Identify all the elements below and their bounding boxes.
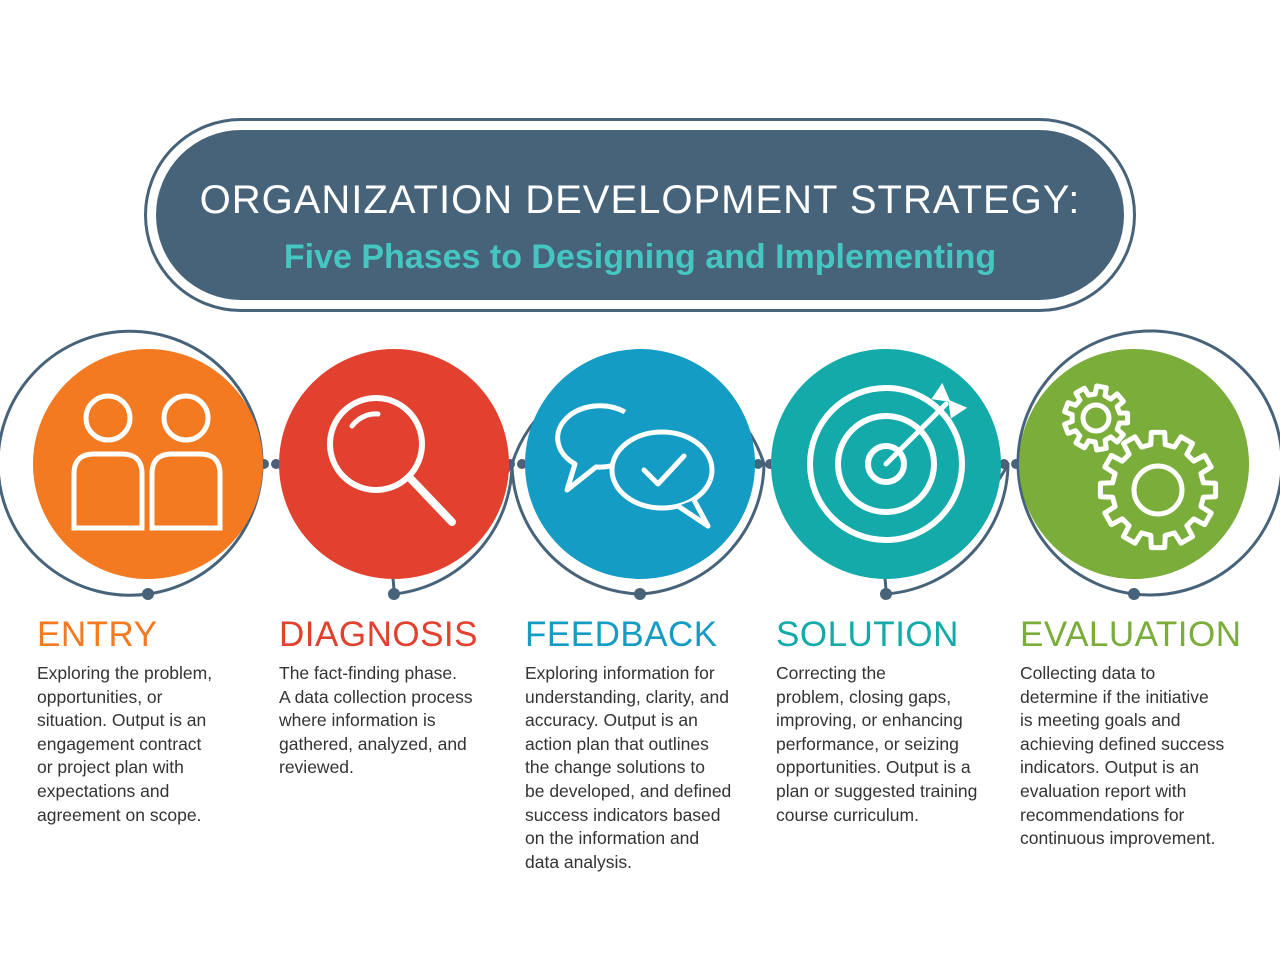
- entry-circle: [33, 349, 263, 579]
- connector-dot: [1128, 588, 1140, 600]
- connector-dot: [271, 459, 281, 469]
- phase-title-diagnosis: DIAGNOSIS: [279, 615, 478, 654]
- magnifying-glass-icon: [327, 395, 456, 526]
- phase-title-evaluation: EVALUATION: [1020, 615, 1242, 654]
- phase-title-solution: SOLUTION: [776, 615, 959, 654]
- title-banner: ORGANIZATION DEVELOPMENT STRATEGY: Five …: [144, 118, 1136, 312]
- connector-dots: [142, 459, 1140, 600]
- connector-dot: [880, 588, 892, 600]
- page-subtitle: Five Phases to Designing and Implementin…: [283, 238, 997, 276]
- gears-icon: [1062, 383, 1219, 551]
- people-icon: [71, 393, 223, 531]
- connector-dot: [1011, 459, 1021, 469]
- phase-description-solution: Correcting the problem, closing gaps, im…: [776, 663, 978, 825]
- connector-dot: [634, 588, 646, 600]
- phase-description-evaluation: Collecting data to determine if the init…: [1020, 663, 1225, 849]
- phase-title-feedback: FEEDBACK: [525, 615, 718, 654]
- phase-description-entry: Exploring the problem, opportunities, or…: [37, 663, 213, 825]
- phase-description-feedback: Exploring information for understanding,…: [525, 663, 732, 872]
- title-banner-fill: ORGANIZATION DEVELOPMENT STRATEGY: Five …: [156, 130, 1124, 300]
- connector-dot: [388, 588, 400, 600]
- diagnosis-circle: [279, 349, 509, 579]
- connector-dot: [999, 459, 1009, 469]
- chat-bubbles-icon: [555, 403, 715, 529]
- phase-description-diagnosis: The fact-finding phase. A data collectio…: [279, 663, 473, 778]
- connector-dot: [517, 459, 527, 469]
- target-icon: [807, 382, 968, 543]
- connector-dot: [142, 588, 154, 600]
- phase-title-entry: ENTRY: [37, 615, 158, 654]
- page-title: ORGANIZATION DEVELOPMENT STRATEGY:: [199, 178, 1081, 222]
- connector-dot: [753, 459, 763, 469]
